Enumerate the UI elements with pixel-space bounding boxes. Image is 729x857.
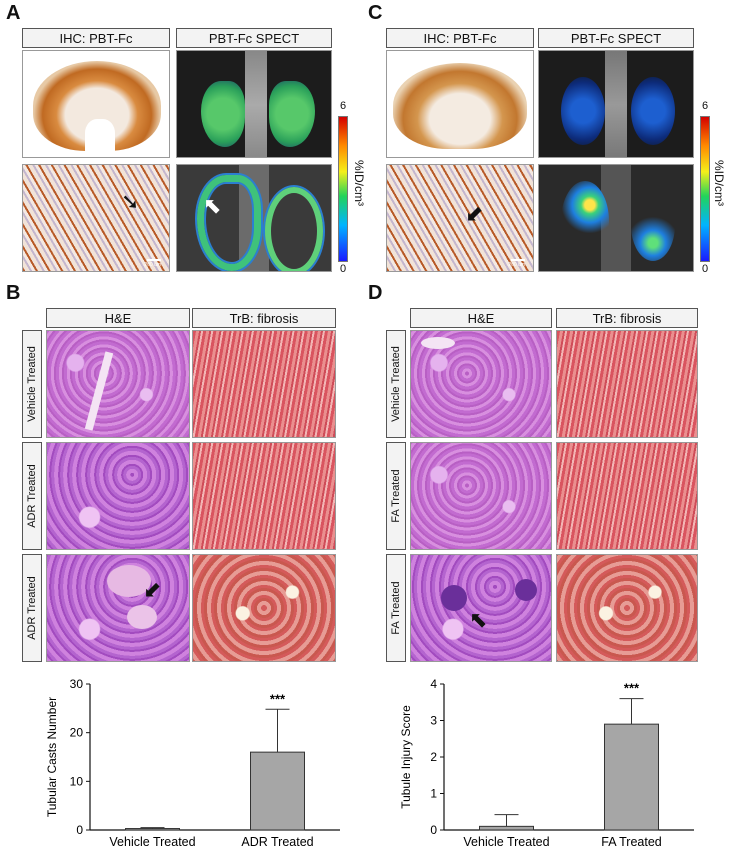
y-axis-label: Tubule Injury Score [399, 705, 413, 809]
row-label-b-1: Vehicle Treated [22, 330, 42, 438]
spect-image-c [538, 50, 694, 158]
row-label-d-3: FA Treated [386, 554, 406, 662]
header-he-d: H&E [410, 308, 552, 328]
trb-image-treated-d [556, 442, 698, 550]
trb-highmag-image-d [556, 554, 698, 662]
colorbar-min-c: 0 [702, 263, 709, 275]
arrow-icon: ⬉ [469, 607, 488, 632]
arrow-icon: ⬋ [465, 201, 484, 226]
colorbar-unit-c: %ID/cm³ [712, 160, 726, 206]
header-ihc-c: IHC: PBT-Fc [386, 28, 534, 48]
he-image-treated-b [46, 442, 190, 550]
trb-image-vehicle-d [556, 330, 698, 438]
ihc-highmag-image-c: ⬋ 200 um [386, 164, 534, 272]
arrow-icon: ⬋ [143, 577, 162, 602]
spect-image-a [176, 50, 332, 158]
ihc-highmag-image-a: ➘ 200 um [22, 164, 170, 272]
scale-bar [147, 259, 161, 261]
spect-slice-image-a: ⬉ [176, 164, 332, 272]
trb-image-treated-b [192, 442, 336, 550]
chart-tubule-injury: 0 1 2 3 4 Tubule Injury Score Vehicle Treated F… [399, 677, 694, 849]
row-label-b-3: ADR Treated [22, 554, 42, 662]
he-image-vehicle-b [46, 330, 190, 438]
ihc-kidney-image-c [386, 50, 534, 158]
ihc-kidney-image-a [22, 50, 170, 158]
x-tick-label: FA Treated [601, 835, 662, 849]
colorbar-max-c: 6 [702, 100, 709, 112]
arrow-icon: ➘ [121, 189, 140, 214]
bar [479, 825, 534, 831]
bar [250, 751, 305, 831]
y-axis-label: Tubular Casts Number [45, 697, 59, 817]
bar [125, 828, 180, 831]
colorbar-c [700, 116, 710, 262]
panel-label-b: B [6, 282, 21, 304]
header-spect-c: PBT-Fc SPECT [538, 28, 694, 48]
x-tick-label: ADR Treated [241, 835, 313, 849]
he-image-treated-d [410, 442, 552, 550]
x-tick-label: Vehicle Treated [109, 835, 195, 849]
colorbar-min-a: 0 [340, 263, 347, 275]
scale-bar-label: 200 um [508, 262, 525, 268]
header-he-b: H&E [46, 308, 190, 328]
colorbar-max-a: 6 [340, 100, 347, 112]
y-tick-label: 10 [70, 774, 84, 788]
y-tick-label: 20 [70, 726, 84, 740]
y-tick-label: 1 [430, 787, 437, 801]
bar [604, 723, 659, 831]
significance-label: *** [624, 681, 640, 696]
he-image-vehicle-d [410, 330, 552, 438]
x-tick-label: Vehicle Treated [463, 835, 549, 849]
row-label-b-2: ADR Treated [22, 442, 42, 550]
he-highmag-image-b: ⬋ [46, 554, 190, 662]
header-ihc-a: IHC: PBT-Fc [22, 28, 170, 48]
y-tick-label: 30 [70, 677, 84, 691]
arrow-icon: ⬉ [203, 193, 222, 218]
y-tick-label: 0 [76, 823, 83, 837]
colorbar-a [338, 116, 348, 262]
chart-tubular-casts: 0 10 20 30 Tubular Casts Number Vehicle Treat… [45, 677, 340, 849]
y-tick-label: 2 [430, 750, 437, 764]
significance-label: *** [270, 691, 286, 706]
header-spect-a: PBT-Fc SPECT [176, 28, 332, 48]
he-highmag-image-d: ⬉ [410, 554, 552, 662]
scale-bar [511, 259, 525, 261]
colorbar-unit-a: %ID/cm³ [352, 160, 366, 206]
panel-label-d: D [368, 282, 383, 304]
header-trb-b: TrB: fibrosis [192, 308, 336, 328]
y-tick-label: 4 [430, 677, 437, 691]
trb-image-vehicle-b [192, 330, 336, 438]
y-tick-label: 3 [430, 714, 437, 728]
trb-highmag-image-b [192, 554, 336, 662]
row-label-d-1: Vehicle Treated [386, 330, 406, 438]
header-trb-d: TrB: fibrosis [556, 308, 698, 328]
row-label-d-2: FA Treated [386, 442, 406, 550]
spect-slice-image-c [538, 164, 694, 272]
y-tick-label: 0 [430, 823, 437, 837]
scale-bar-label: 200 um [144, 262, 161, 268]
panel-label-c: C [368, 2, 383, 24]
panel-label-a: A [6, 2, 21, 24]
